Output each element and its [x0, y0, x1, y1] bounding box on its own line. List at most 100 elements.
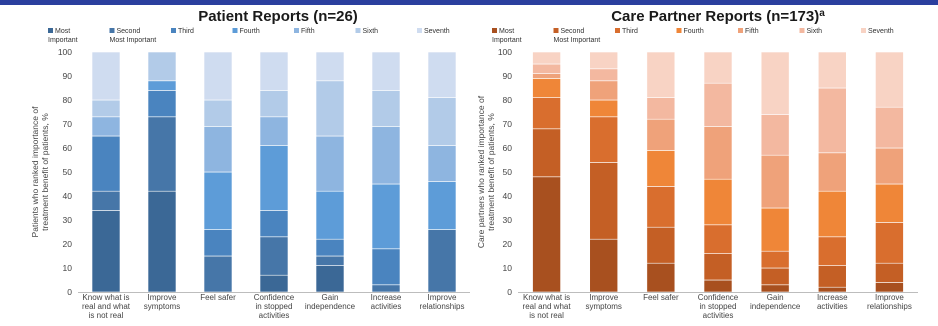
bar-segment — [147, 90, 177, 118]
x-category-label: in stopped — [256, 302, 293, 311]
legend-swatch — [492, 28, 497, 33]
x-category-label: is not real — [89, 311, 124, 320]
bar-segment — [703, 279, 733, 293]
bar-segment — [703, 253, 733, 281]
y-tick-label: 10 — [503, 263, 513, 273]
bar-segment — [760, 250, 790, 269]
legend-label: Third — [178, 28, 194, 35]
x-category-label: Know what is — [523, 293, 570, 302]
bar-segment — [817, 190, 847, 238]
bar-segment — [646, 262, 676, 293]
bar-segment — [875, 262, 904, 283]
x-category-label: Increase — [817, 293, 848, 302]
bar-segment — [147, 116, 177, 192]
bar-segment — [259, 210, 289, 238]
bar-segment — [532, 97, 561, 130]
bar-segment — [315, 135, 345, 192]
bar-segment — [532, 128, 561, 178]
bar-segment — [646, 51, 676, 98]
bar-segment — [703, 82, 733, 127]
legend-label: Seventh — [868, 28, 894, 35]
legend-label: Important — [48, 37, 78, 44]
legend-swatch — [48, 28, 53, 33]
y-tick-label: 80 — [503, 95, 513, 105]
y-tick-label: 60 — [503, 143, 513, 153]
legend-swatch — [294, 28, 299, 33]
y-axis-title-line: Care partners who ranked importance of — [476, 95, 486, 248]
bar-segment — [315, 265, 345, 293]
legend-label: Fourth — [684, 28, 704, 35]
bar-segment — [371, 248, 401, 286]
x-category-label: Improve — [589, 293, 618, 302]
x-category-label: real and what — [523, 302, 572, 311]
y-tick-label: 0 — [67, 287, 72, 297]
bar-segment — [646, 150, 676, 187]
bar-segment — [371, 126, 401, 185]
legend-swatch — [861, 28, 866, 33]
bar-segment — [875, 51, 904, 108]
y-tick-label: 30 — [503, 215, 513, 225]
x-category-label: Know what is — [82, 293, 129, 302]
x-category-label: Improve — [875, 293, 904, 302]
bar-segment — [532, 63, 561, 74]
bar-segment — [371, 284, 401, 293]
chart-title-text: Patient Reports (n=26) — [198, 8, 358, 25]
legend-label: Third — [622, 28, 638, 35]
y-tick-label: 40 — [63, 191, 73, 201]
bar-segment — [91, 210, 121, 293]
chart-title-text: Care Partner Reports (n=173) — [611, 8, 819, 25]
legend-label: Sixth — [807, 28, 823, 35]
legend-label: Fifth — [745, 28, 759, 35]
bar-segment — [760, 154, 790, 209]
bar-segment — [147, 51, 177, 82]
legend-swatch — [355, 28, 361, 33]
x-category-label: Feel safer — [643, 293, 679, 302]
bar-segment — [703, 126, 733, 180]
legend-swatch — [799, 28, 805, 33]
y-axis-title-line: treatment benefit of patients, % — [40, 113, 50, 231]
y-tick-label: 40 — [503, 191, 513, 201]
x-category-label: activities — [371, 302, 402, 311]
bar-segment — [532, 78, 561, 98]
bar-segment — [703, 178, 733, 226]
bar-segment — [532, 176, 561, 293]
bar-segment — [315, 51, 345, 82]
y-axis-title-line: treatment benefit of patients, % — [486, 113, 496, 231]
x-category-label: Improve — [428, 293, 457, 302]
legend-label: Most Important — [110, 37, 157, 44]
bar-segment — [875, 147, 904, 185]
bar-segment — [875, 282, 904, 293]
x-category-label: in stopped — [700, 302, 737, 311]
y-tick-label: 30 — [63, 215, 73, 225]
bar-segment — [875, 106, 904, 149]
x-category-label: Gain — [767, 293, 784, 302]
bar-segment — [91, 116, 121, 137]
bar-segment — [371, 90, 401, 127]
bar-segment — [589, 116, 619, 163]
y-tick-label: 60 — [63, 143, 73, 153]
bar-segment — [589, 68, 619, 82]
legend-label: Second — [117, 28, 141, 35]
x-category-label: is not real — [529, 311, 564, 320]
y-tick-label: 100 — [58, 47, 72, 57]
bar-segment — [817, 87, 847, 154]
legend-swatch — [417, 28, 422, 33]
y-tick-label: 90 — [63, 71, 73, 81]
bar-segment — [315, 238, 345, 257]
bar-segment — [817, 236, 847, 266]
legend-label: Fourth — [240, 28, 260, 35]
x-category-label: Improve — [148, 293, 177, 302]
bar-segment — [427, 51, 457, 98]
bar-segment — [817, 51, 847, 89]
bar-segment — [589, 238, 619, 293]
legend-swatch — [615, 28, 620, 33]
x-category-label: real and what — [82, 302, 131, 311]
y-tick-label: 50 — [63, 167, 73, 177]
chart-title: Care Partner Reports (n=173)a — [611, 8, 825, 25]
bar-segment — [91, 135, 121, 192]
x-category-label: relationships — [867, 302, 912, 311]
bar-segment — [203, 51, 233, 101]
y-tick-label: 70 — [63, 119, 73, 129]
y-axis-title: Patients who ranked importance oftreatme… — [30, 106, 50, 238]
y-tick-label: 10 — [63, 263, 73, 273]
